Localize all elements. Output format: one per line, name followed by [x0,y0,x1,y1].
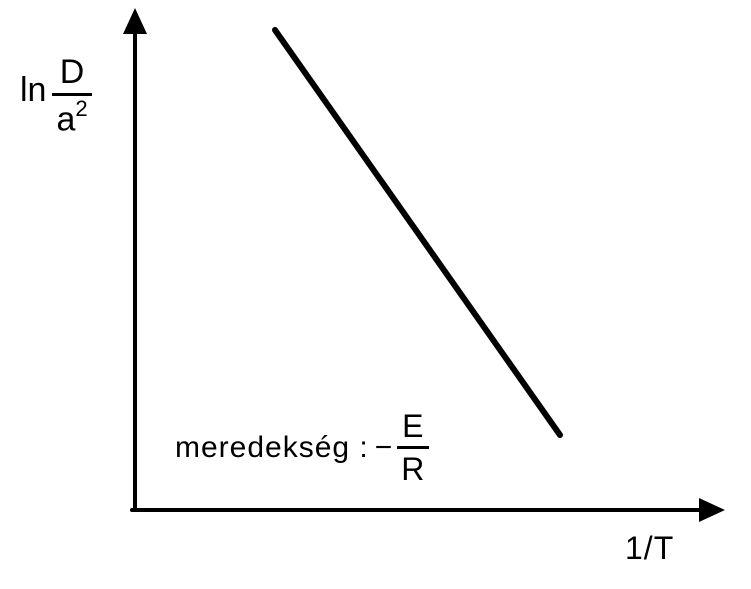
slope-word: meredekség : [175,431,369,465]
slope-num: E [398,410,428,442]
data-line [275,30,560,435]
y-axis-label: ln D a2 [20,55,92,136]
x-axis-label: 1/T [625,530,674,567]
fraction-bar-icon [397,446,429,449]
x-axis-arrow-icon [699,498,725,522]
slope-label: meredekség : − E R [175,410,429,485]
y-axis-label-num: D [56,55,89,89]
slope-den: R [397,453,429,485]
slope-fraction: E R [397,410,429,485]
y-axis-label-ln: ln [20,71,46,110]
chart-container: ln D a2 meredekség : − E R 1/T [0,0,751,589]
slope-minus: − [375,431,394,465]
y-axis-label-fraction: D a2 [52,55,91,136]
y-axis-label-den: a2 [52,100,91,136]
plot-svg [0,0,751,589]
y-axis-arrow-icon [123,8,147,34]
